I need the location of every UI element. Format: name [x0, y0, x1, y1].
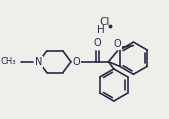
- Text: O: O: [114, 39, 121, 49]
- Text: O: O: [93, 38, 101, 48]
- Text: O: O: [73, 57, 80, 67]
- Text: H: H: [97, 25, 105, 35]
- Text: CH₃: CH₃: [0, 57, 16, 66]
- Text: Cl: Cl: [100, 17, 110, 27]
- Text: N: N: [35, 57, 42, 67]
